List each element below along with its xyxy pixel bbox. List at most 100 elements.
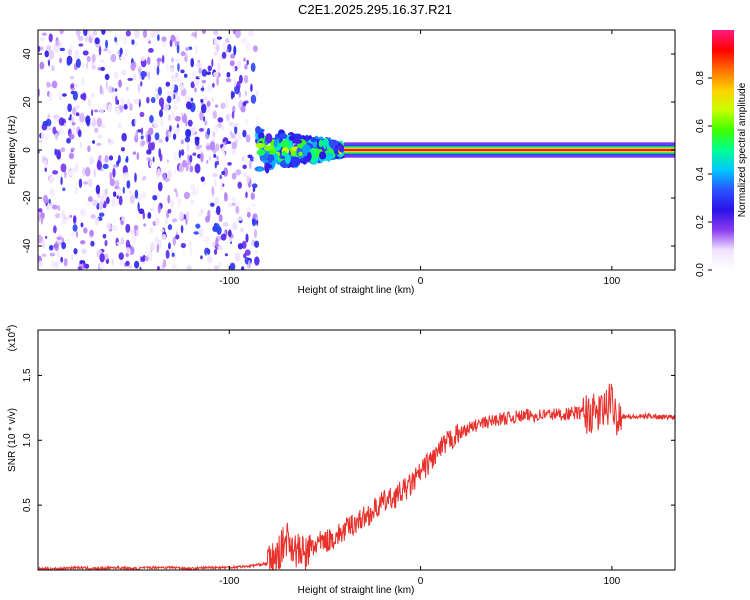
spectrogram-cell bbox=[97, 134, 102, 140]
spectrogram-cell bbox=[161, 36, 167, 42]
spectrogram-cell bbox=[232, 91, 235, 98]
colorbar-tick-label: 0.8 bbox=[695, 71, 706, 85]
spectrogram-cell bbox=[280, 140, 290, 149]
spectrogram-cell bbox=[163, 103, 170, 112]
spectrogram-cell bbox=[120, 96, 124, 107]
spectrogram-cell bbox=[79, 112, 85, 123]
spectrogram-cell bbox=[125, 30, 131, 37]
spectrogram-cell bbox=[119, 260, 124, 266]
spectrogram-cell bbox=[144, 256, 149, 262]
spectrogram-cell bbox=[252, 45, 258, 53]
spectrogram-cell bbox=[231, 202, 236, 207]
spectrogram-cell bbox=[156, 93, 159, 100]
spectrogram-cell bbox=[101, 30, 106, 36]
spectrogram-cell bbox=[95, 216, 100, 226]
spectrogram-cell bbox=[109, 171, 112, 181]
spectrogram-cell bbox=[51, 260, 55, 268]
spectrogram-cell bbox=[65, 106, 68, 116]
spectrogram-cell bbox=[51, 65, 55, 72]
spectrogram-cell bbox=[254, 256, 260, 266]
spectrogram-cell bbox=[48, 175, 55, 184]
spectrogram-cell bbox=[119, 56, 126, 61]
spectrogram-cell bbox=[126, 99, 131, 107]
spectrogram-cell bbox=[306, 152, 312, 161]
spectrogram-cell bbox=[74, 49, 80, 59]
spectrogram-cell bbox=[224, 253, 228, 257]
spectrogram-cell bbox=[98, 46, 102, 56]
spectrogram-cell bbox=[98, 212, 105, 217]
spectrogram-cell bbox=[127, 265, 133, 269]
spectrogram-cell bbox=[224, 191, 227, 202]
spectrogram-cell bbox=[230, 53, 236, 59]
spectrogram-cell bbox=[48, 33, 53, 43]
snr-xtick-label: 100 bbox=[604, 576, 621, 587]
spectrogram-cell bbox=[175, 127, 181, 132]
spectrogram-cell bbox=[212, 131, 216, 137]
spectrogram-cell bbox=[48, 49, 55, 60]
spectrogram-cell bbox=[233, 80, 237, 87]
spectrogram-cell bbox=[178, 149, 182, 159]
spectrogram-cell bbox=[132, 72, 137, 82]
spectrogram-cell bbox=[44, 235, 48, 239]
spectrogram-cell bbox=[44, 50, 49, 58]
spectrogram-cell bbox=[112, 191, 117, 198]
spectrogram-cell bbox=[123, 172, 129, 179]
spectrogram-cell bbox=[96, 117, 103, 128]
spectrogram-cell bbox=[38, 208, 43, 213]
spectrogram-cell bbox=[240, 38, 247, 45]
spectrogram-cell bbox=[234, 125, 238, 135]
spectrogram-cell bbox=[176, 43, 180, 54]
spectrogram-cell bbox=[193, 79, 200, 87]
spectrogram-cell bbox=[111, 197, 116, 208]
spectrogram-cell bbox=[194, 45, 198, 55]
spectrogram-cell bbox=[245, 42, 251, 51]
snr-xtick-label: 0 bbox=[418, 576, 424, 587]
spectrogram-cell bbox=[203, 116, 206, 122]
spectrogram-cell bbox=[185, 52, 188, 63]
spectrogram-cell bbox=[167, 224, 173, 231]
spectrogram-cell bbox=[214, 196, 219, 206]
spectrogram-cell bbox=[240, 105, 246, 113]
spectrogram-cell bbox=[225, 78, 232, 83]
spectrogram-cell bbox=[237, 243, 244, 250]
spectrogram-ylabel: Frequency (Hz) bbox=[7, 116, 18, 185]
spectrogram-ytick-label: 0 bbox=[22, 147, 33, 153]
spectrogram-cell bbox=[125, 260, 130, 267]
spectrogram-cell bbox=[173, 105, 178, 110]
spectrogram-cell bbox=[199, 110, 204, 121]
spectrogram-cell bbox=[244, 154, 247, 164]
spectrogram-cell bbox=[104, 239, 108, 247]
spectrogram-cell bbox=[244, 118, 249, 126]
spectrogram-cell bbox=[154, 87, 159, 93]
spectrogram-cell bbox=[75, 58, 81, 69]
spectrogram-cell bbox=[234, 106, 238, 112]
spectrogram-cell bbox=[183, 73, 188, 78]
spectrogram-cell bbox=[142, 30, 148, 38]
spectrogram-cell bbox=[78, 36, 84, 42]
spectrogram-cell bbox=[248, 159, 252, 170]
spectrogram-ytick-label: 20 bbox=[22, 96, 33, 108]
spectrogram-cell bbox=[129, 190, 132, 195]
spectrogram-cell bbox=[250, 94, 257, 104]
spectrogram-cell bbox=[54, 242, 59, 252]
colorbar-tick-label: 0.0 bbox=[695, 263, 706, 277]
spectrogram-cell bbox=[258, 131, 265, 140]
spectrogram-cell bbox=[75, 104, 80, 110]
spectrogram-cell bbox=[264, 162, 270, 174]
spectrogram-cell bbox=[159, 109, 163, 118]
spectrogram-cell bbox=[166, 95, 172, 104]
spectrogram-cell bbox=[231, 141, 237, 150]
spectrogram-cell bbox=[247, 154, 253, 159]
spectrogram-cell bbox=[172, 151, 177, 158]
spectrogram-cell bbox=[250, 192, 255, 200]
spectrogram-cell bbox=[84, 35, 89, 43]
spectrogram-cell bbox=[201, 79, 207, 84]
spectrogram-cell bbox=[80, 240, 86, 245]
spectrogram-cell bbox=[226, 140, 232, 145]
spectrogram-cell bbox=[81, 62, 86, 69]
spectrogram-cell bbox=[130, 229, 135, 235]
spectrogram-cell bbox=[318, 139, 324, 148]
spectrogram-cell bbox=[199, 228, 205, 238]
spectrogram-cell bbox=[136, 229, 140, 237]
spectrogram-cell bbox=[211, 58, 214, 67]
